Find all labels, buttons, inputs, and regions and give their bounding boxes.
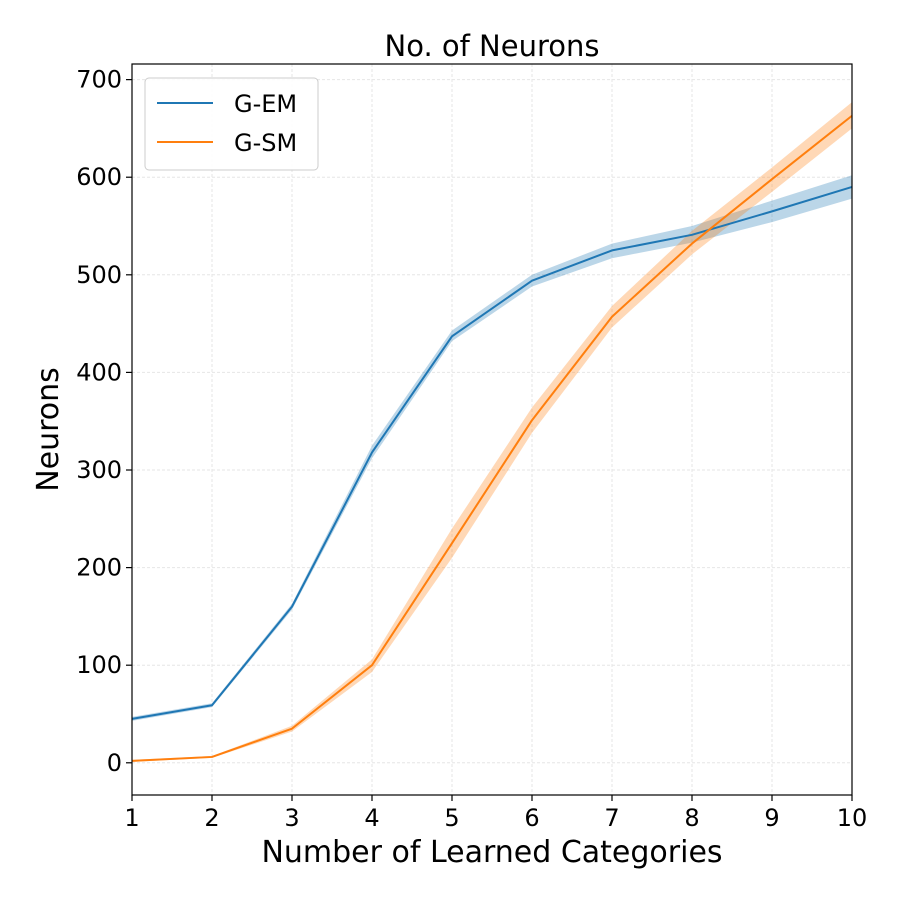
y-axis-ticks: 0 100 200 300 400 500 600 700 (76, 66, 132, 777)
series-line (131, 114, 853, 762)
y-tick-label: 300 (76, 456, 122, 484)
x-tick-label: 7 (604, 804, 619, 832)
x-axis-label: Number of Learned Categories (261, 835, 722, 870)
legend: G-EM G-SM (144, 77, 319, 171)
y-tick-label: 100 (76, 651, 122, 679)
confidence-band (132, 175, 852, 721)
series-lines (131, 114, 853, 762)
y-tick-label: 700 (76, 66, 122, 94)
grid (131, 64, 853, 795)
y-axis-label: Neurons (31, 367, 66, 492)
legend-box (144, 77, 319, 171)
x-tick-label: 3 (284, 804, 299, 832)
y-tick-label: 400 (76, 358, 122, 386)
series-line (131, 186, 853, 720)
legend-label: G-EM (234, 90, 297, 118)
confidence-band (132, 102, 852, 762)
chart-title: No. of Neurons (385, 29, 600, 63)
confidence-bands (132, 102, 852, 762)
x-tick-label: 9 (764, 804, 779, 832)
y-tick-label: 0 (107, 749, 122, 777)
x-axis-ticks: 1 2 3 4 5 6 7 8 9 10 (124, 795, 867, 832)
x-tick-label: 5 (444, 804, 459, 832)
y-tick-label: 600 (76, 163, 122, 191)
legend-label: G-SM (234, 129, 297, 157)
x-tick-label: 8 (684, 804, 699, 832)
y-tick-label: 200 (76, 554, 122, 582)
x-tick-label: 4 (364, 804, 379, 832)
x-tick-label: 2 (204, 804, 219, 832)
x-tick-label: 1 (124, 804, 139, 832)
plot-frame (131, 63, 853, 796)
x-tick-label: 6 (524, 804, 539, 832)
y-tick-label: 500 (76, 261, 122, 289)
x-tick-label: 10 (837, 804, 868, 832)
